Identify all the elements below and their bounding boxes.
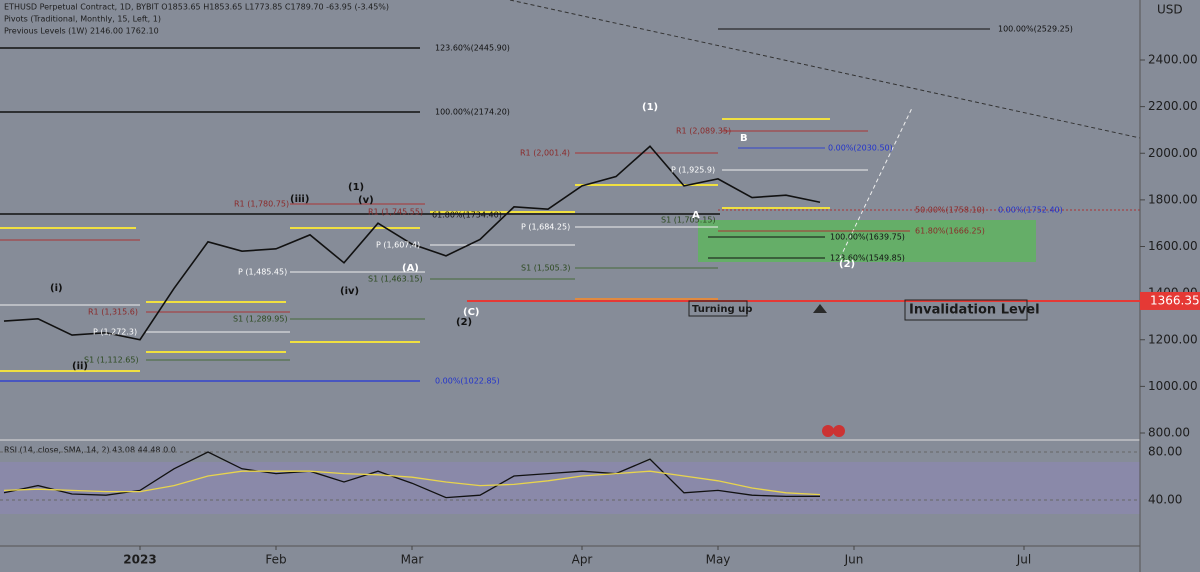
annotation: S1 (1,289.95) [233, 315, 288, 324]
rsi-header: RSI (14, close, SMA, 14, 2) 43.08 44.48 … [4, 446, 176, 455]
header: Previous Levels (1W) 2146.00 1762.10 [4, 27, 159, 36]
x-tick-label: Apr [572, 553, 593, 567]
header: ETHUSD Perpetual Contract, 1D, BYBIT O18… [4, 3, 389, 12]
annotation: B [740, 133, 748, 144]
rsi-band [0, 462, 1140, 514]
annotation: R1 (1,745.55) [368, 208, 423, 217]
callout: Invalidation Level [909, 303, 1040, 318]
annotation: (2) [839, 259, 855, 270]
annotation: (1) [642, 102, 658, 113]
x-tick-label: Jun [844, 553, 864, 567]
annotation: 50.00%(1758.10) [915, 206, 985, 215]
annotation: R1 (1,315.6) [88, 308, 138, 317]
annotation: A [692, 210, 700, 221]
annotation: (iv) [340, 286, 359, 297]
callout: Turning up [692, 304, 752, 315]
annotation: (v) [358, 195, 374, 206]
annotation: 61.80%(1666.25) [915, 227, 985, 236]
annotation: 100.00%(2174.20) [435, 108, 510, 117]
annotation: (2) [456, 317, 472, 328]
y-tick-label: 2200.00 [1148, 99, 1198, 113]
x-tick-label: Jul [1016, 553, 1031, 567]
annotation: R1 (1,780.75) [234, 200, 289, 209]
annotation: P (1,485.45) [238, 268, 287, 277]
y-tick-label: 2000.00 [1148, 146, 1198, 160]
annotation: S1 (1,463.15) [368, 275, 423, 284]
price-tag-label: 1366.35 [1150, 293, 1200, 307]
y-tick-label: 1000.00 [1148, 379, 1198, 393]
annotation: S1 (1,505.3) [521, 264, 571, 273]
rsi-line [3, 451, 821, 499]
annotation: S1 (1,112.65) [84, 356, 139, 365]
annotation: 0.00%(1022.85) [435, 377, 500, 386]
x-tick-label: Feb [265, 553, 286, 567]
annotation: 100.00%(1639.75) [830, 233, 905, 242]
y-tick-label: 80.00 [1148, 445, 1182, 459]
x-tick-label: Mar [401, 553, 424, 567]
y-tick-label: 40.00 [1148, 493, 1182, 507]
x-tick-label: 2023 [123, 553, 156, 567]
annotation: (ii) [72, 361, 88, 372]
annotation: (i) [50, 283, 63, 294]
y-tick-label: 2400.00 [1148, 53, 1198, 67]
annotation: S1 (1,705.15) [661, 216, 716, 225]
trend-line [509, 0, 1141, 139]
annotation: (A) [402, 263, 419, 274]
header: Pivots (Traditional, Monthly, 15, Left, … [4, 15, 161, 24]
annotation: 61.80%(1734.40) [432, 211, 502, 220]
callout-box [688, 300, 748, 317]
annotation: 123.60%(1549.85) [830, 254, 905, 263]
icon [813, 304, 827, 313]
annotation: P (1,925.9) [671, 166, 715, 175]
annotation: P (1,607.4) [376, 241, 420, 250]
icon [822, 425, 834, 437]
target-zone [698, 220, 1036, 262]
price-line [3, 145, 821, 341]
annotation: R1 (2,089.35) [676, 127, 731, 136]
annotation: (1) [348, 182, 364, 193]
y-tick-label: 1800.00 [1148, 192, 1198, 206]
annotation: (iii) [290, 194, 309, 205]
y-tick-label: 1600.00 [1148, 239, 1198, 253]
callout-box [904, 299, 1028, 321]
y-tick-label: 1200.00 [1148, 332, 1198, 346]
y-tick-label: 800.00 [1148, 426, 1190, 440]
annotation: 100.00%(2529.25) [998, 25, 1073, 34]
x-tick-label: May [706, 553, 731, 567]
annotation: R1 (2,001.4) [520, 149, 570, 158]
annotation: 0.00%(1752.40) [998, 206, 1063, 215]
annotation: (C) [463, 307, 479, 318]
annotation: 0.00%(2030.50) [828, 144, 893, 153]
axis-unit: USD [1157, 3, 1183, 17]
rsi-line [3, 470, 821, 496]
price-tag-box [1140, 291, 1200, 310]
annotation: P (1,272.3) [93, 328, 137, 337]
annotation: 123.60%(2445.90) [435, 44, 510, 53]
annotation: P (1,684.25) [521, 223, 570, 232]
icon [833, 425, 845, 437]
